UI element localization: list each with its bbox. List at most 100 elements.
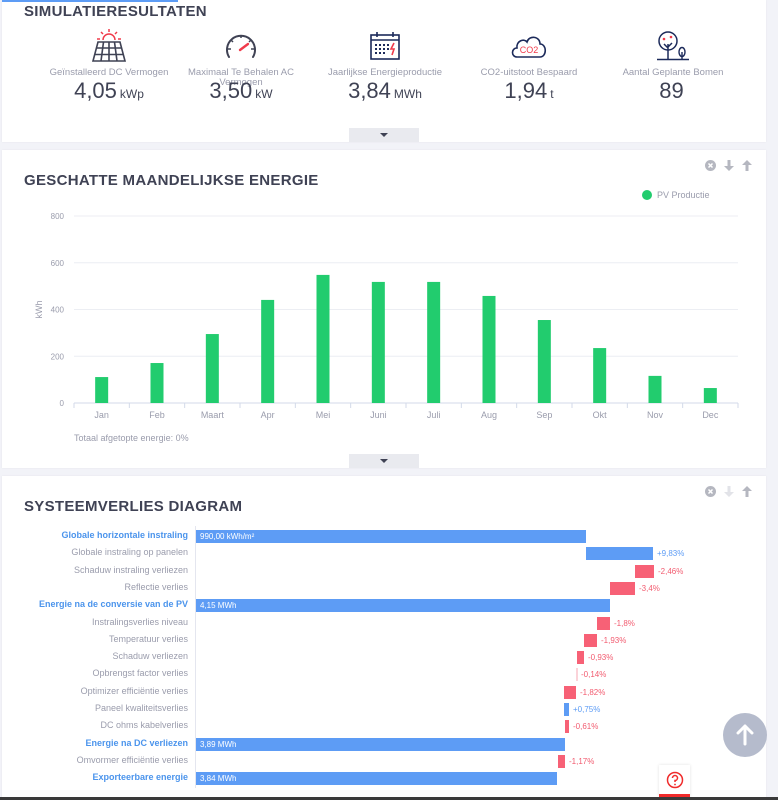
monthly-energy-chart: 0 200 400 600 800 kWh Jan Feb Maart Apr Mei Juni Jul… (34, 212, 739, 420)
loss-bar[interactable] (565, 720, 569, 734)
bar-value-label: 4,15 MWh (200, 601, 237, 611)
x-tick-label: Sep (536, 410, 552, 420)
x-tick-label: Aug (481, 410, 497, 420)
loss-row: Instralingsverlies niveau -1,8% (2, 615, 766, 632)
loss-row: Schaduw verliezen -0,93% (2, 649, 766, 666)
loss-row-label: Omvormer efficiëntie verlies (76, 754, 188, 765)
stat-ac-power: Maximaal Te Behalen AC Vermogen 3,50 kW (166, 28, 316, 106)
svg-text:CO2: CO2 (520, 45, 539, 55)
loss-row: Exporteerbare energie 3,84 MWh (2, 770, 766, 787)
total-bar[interactable]: 3,89 MWh (196, 737, 565, 751)
arrow-down-icon[interactable] (723, 486, 734, 497)
expand-chart-button[interactable] (349, 454, 419, 468)
close-icon[interactable] (705, 160, 716, 171)
x-tick-label: Jan (94, 410, 109, 420)
page-gutter (768, 0, 778, 800)
y-tick-label: 600 (51, 259, 65, 268)
loss-row: Globale instraling op panelen +9,83% (2, 545, 766, 562)
x-tick-label: Juni (370, 410, 387, 420)
loss-percentage: -0,93% (588, 653, 614, 663)
bar-maart (205, 334, 219, 403)
loss-percentage: -2,46% (658, 566, 684, 576)
bottom-edge (0, 797, 778, 800)
loss-row: Schaduw instraling verliezen -2,46% (2, 563, 766, 580)
monthly-energy-title: GESCHATTE MAANDELIJKSE ENERGIE (24, 172, 319, 189)
speedometer-icon (166, 28, 316, 64)
loss-bar[interactable] (558, 754, 565, 768)
loss-row-label: DC ohms kabelverlies (100, 720, 188, 731)
loss-row: Opbrengst factor verlies -0,14% (2, 666, 766, 683)
loss-bar[interactable] (610, 581, 635, 595)
stat-annual-energy: Jaarlijkse Energieproductie 3,84 MWh (310, 28, 460, 106)
loss-bar[interactable] (635, 564, 654, 578)
total-bar[interactable]: 990,00 kWh/m² (196, 530, 586, 543)
stat-value: 3,84 MWh (348, 78, 422, 103)
bar-aug (482, 295, 496, 403)
stat-value: 4,05 kWp (74, 78, 144, 103)
loss-row: Optimizer efficiëntie verlies -1,82% (2, 684, 766, 701)
expand-stats-button[interactable] (349, 128, 419, 142)
help-button[interactable] (659, 765, 690, 797)
loss-percentage: -0,61% (573, 722, 599, 732)
gain-bar[interactable] (564, 703, 569, 716)
bar-value-label: 3,84 MWh (200, 774, 237, 784)
loss-row-label: Temperatuur verlies (108, 633, 188, 644)
legend-swatch-pv (642, 190, 652, 200)
x-tick-label: Feb (149, 410, 165, 420)
arrow-up-icon[interactable] (741, 486, 752, 497)
curtailed-energy-note: Totaal afgetopte energie: 0% (74, 433, 189, 443)
question-circle-icon (666, 771, 683, 788)
loss-row: DC ohms kabelverlies -0,61% (2, 718, 766, 735)
arrow-down-icon[interactable] (723, 160, 734, 171)
scroll-to-top-button[interactable] (723, 713, 767, 757)
x-tick-label: Nov (647, 410, 664, 420)
total-bar[interactable]: 3,84 MWh (196, 772, 557, 786)
monthly-energy-card: GESCHATTE MAANDELIJKSE ENERGIE PV Produc… (2, 150, 766, 468)
x-tick-label: Dec (702, 410, 719, 420)
stat-value: 89 (659, 78, 684, 103)
card-tools (705, 160, 752, 171)
arrow-up-icon[interactable] (741, 160, 752, 171)
stat-label: Aantal Geplante Bomen (622, 67, 724, 78)
loss-row-label: Instralingsverlies niveau (91, 616, 188, 627)
stat-label: Maximaal Te Behalen AC Vermogen (188, 67, 294, 88)
chart-legend[interactable]: PV Productie (642, 190, 710, 200)
total-bar[interactable]: 4,15 MWh (196, 599, 610, 613)
loss-bar[interactable] (576, 668, 578, 682)
x-tick-label: Juli (427, 410, 441, 420)
loss-percentage: -1,17% (569, 756, 595, 766)
loss-bar[interactable] (577, 651, 584, 665)
bar-jan (95, 377, 109, 403)
bar-value-label: 990,00 kWh/m² (200, 532, 255, 541)
loss-row-label: Schaduw verliezen (112, 651, 188, 662)
bar-value-label: 3,89 MWh (200, 739, 237, 749)
caret-down-icon (380, 133, 388, 137)
x-tick-label: Okt (593, 410, 608, 420)
loss-row: Energie na DC verliezen 3,89 MWh (2, 736, 766, 753)
stat-value: 1,94 t (504, 78, 554, 103)
gain-bar[interactable] (586, 547, 653, 561)
active-tab-indicator (2, 0, 178, 2)
loss-row: Energie na de conversie van de PV 4,15 MW… (2, 597, 766, 614)
bar-nov (648, 375, 662, 403)
loss-row-label: Exporteerbare energie (92, 772, 188, 783)
loss-row-label: Reflectie verlies (124, 581, 188, 592)
stat-co2-saved: CO2 CO2-uitstoot Bespaard 1,94 t (454, 28, 604, 106)
loss-row: Globale horizontale instraling 990,00 kWh… (2, 528, 766, 545)
loss-bar[interactable] (564, 685, 576, 699)
bar-feb (150, 363, 164, 403)
close-icon[interactable] (705, 486, 716, 497)
stat-value: 3,50 kW (209, 78, 273, 103)
caret-down-icon (380, 459, 388, 463)
loss-bar[interactable] (584, 633, 597, 647)
bar-sep (537, 320, 551, 403)
loss-row: Omvormer efficiëntie verlies -1,17% (2, 753, 766, 770)
bar-okt (593, 348, 607, 403)
stat-label: CO2-uitstoot Bespaard (480, 67, 578, 78)
stat-label: Jaarlijkse Energieproductie (327, 67, 443, 78)
x-tick-label: Apr (261, 410, 275, 420)
simulation-results-title: SIMULATIERESULTATEN (24, 3, 207, 20)
loss-bar[interactable] (597, 616, 610, 630)
waterfall-axis (195, 526, 196, 788)
y-tick-label: 400 (51, 306, 65, 315)
